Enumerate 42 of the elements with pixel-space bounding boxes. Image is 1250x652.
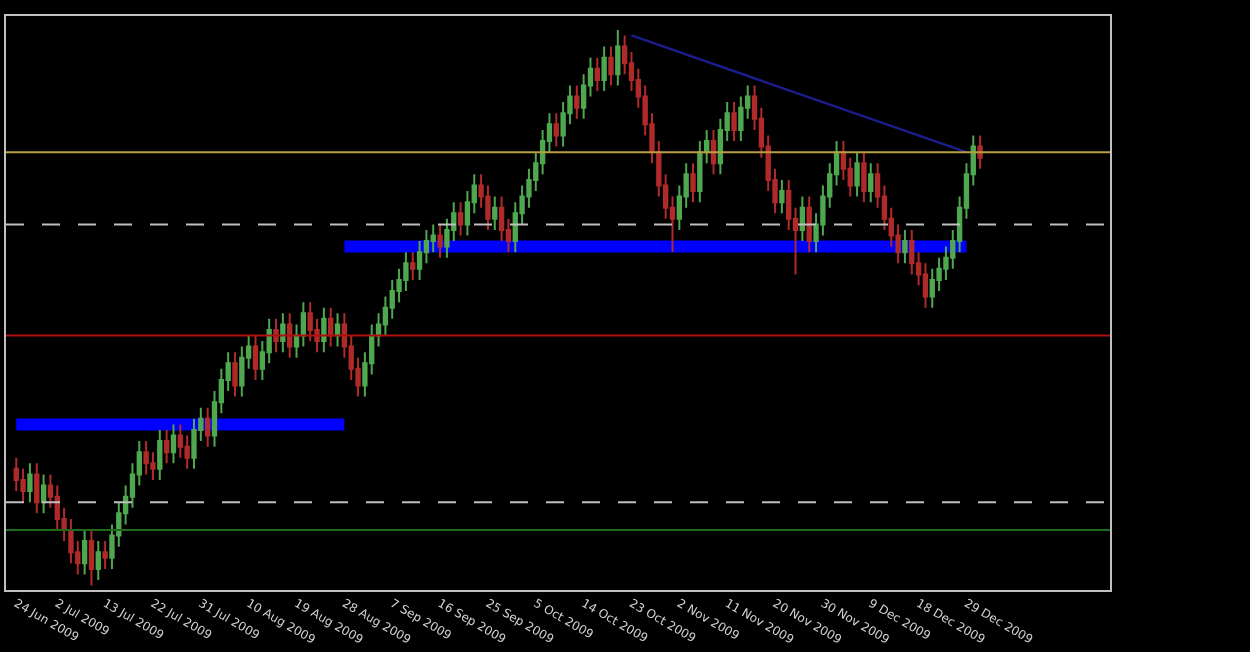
candlestick (328, 306, 334, 348)
candlestick (232, 351, 238, 398)
candlestick (170, 423, 177, 465)
candlestick (143, 440, 149, 476)
candlestick (457, 201, 464, 237)
candlestick (102, 540, 108, 570)
candlestick (204, 406, 211, 448)
candlestick (27, 462, 33, 504)
candlestick (163, 428, 170, 465)
candlestick (321, 306, 327, 354)
candlestick (594, 56, 600, 93)
candlestick (731, 101, 737, 143)
candlestick (861, 151, 867, 204)
candlestick (34, 462, 40, 515)
candlestick (492, 195, 498, 231)
candlestick (553, 112, 559, 148)
candlestick (81, 528, 88, 576)
candlestick (608, 45, 614, 87)
candlestick (239, 345, 245, 398)
candlestick (88, 528, 95, 587)
candlestick (601, 45, 607, 93)
candlestick (410, 251, 416, 281)
candlestick (868, 162, 874, 204)
candlestick (710, 128, 717, 176)
candlestick (902, 228, 908, 265)
candlestick (854, 151, 860, 198)
candlestick (334, 312, 341, 348)
candlestick (574, 84, 580, 120)
candlestick (287, 312, 293, 359)
candlestick (157, 428, 163, 481)
candlestick (779, 178, 785, 215)
candlestick (95, 540, 101, 581)
candlestick (40, 473, 47, 515)
candlestick (13, 456, 19, 493)
candlestick (806, 195, 812, 254)
candlestick (437, 223, 443, 259)
candlestick (977, 134, 983, 170)
candlestick (690, 162, 696, 204)
candlestick (615, 28, 621, 87)
candlestick (252, 334, 259, 381)
candlestick (799, 195, 806, 243)
candlestick (280, 312, 286, 354)
